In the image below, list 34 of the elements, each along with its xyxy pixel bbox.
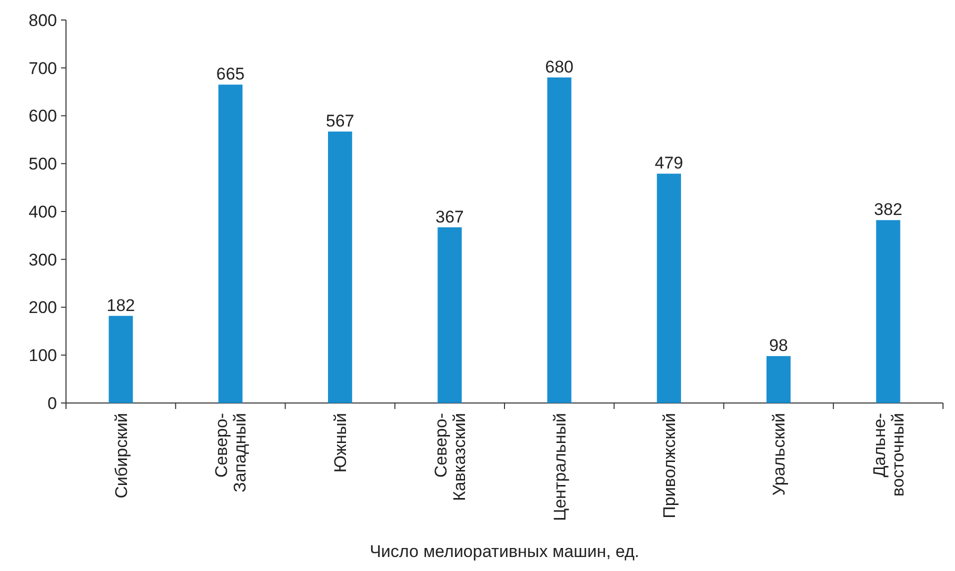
bar [766, 356, 791, 403]
bar [108, 316, 133, 403]
data-label: 479 [654, 154, 684, 173]
x-tick-label: Приволжский [660, 413, 679, 518]
data-label: 98 [769, 336, 788, 356]
y-tick-label: 700 [28, 58, 57, 78]
x-tick-label: Дальне-восточный [870, 413, 908, 496]
y-tick-label: 400 [28, 202, 57, 222]
data-label: 367 [436, 207, 464, 226]
x-axis-title: Число мелиоративных машин, ед. [370, 542, 640, 561]
x-tick-label: Северо-Западный [212, 413, 250, 492]
x-tick-label: Сибирский [112, 413, 131, 498]
data-label: 182 [106, 296, 135, 315]
data-label: 665 [216, 64, 245, 84]
y-tick-label: 500 [28, 154, 57, 174]
y-tick-label: 800 [28, 10, 57, 30]
x-tick-label: Северо-Кавказский [431, 413, 469, 501]
y-tick-label: 0 [48, 394, 57, 413]
y-tick-label: 100 [28, 346, 57, 366]
bar [438, 227, 462, 403]
bar [876, 220, 900, 403]
bar [656, 174, 681, 403]
data-label: 567 [326, 112, 354, 131]
bar [218, 84, 242, 403]
y-tick-label: 600 [28, 106, 57, 126]
y-tick-label: 200 [28, 298, 57, 318]
x-tick-label: Южный [331, 413, 350, 473]
x-tick-label: Уральский [770, 413, 789, 496]
bar [547, 77, 572, 403]
bar [328, 132, 352, 403]
x-tick-label: Центральный [550, 413, 570, 521]
y-tick-label: 300 [28, 250, 57, 270]
data-label: 382 [874, 200, 902, 220]
data-label: 680 [545, 57, 574, 76]
